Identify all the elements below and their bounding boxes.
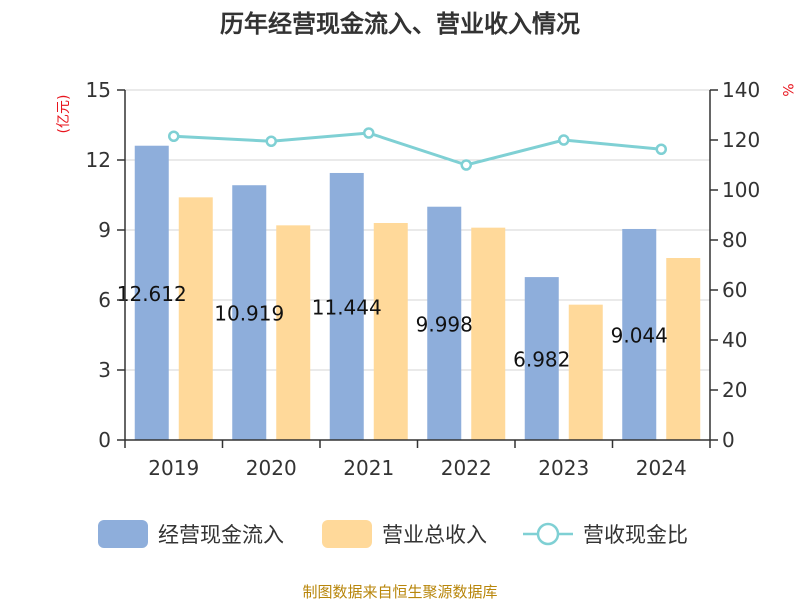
bar <box>427 206 462 440</box>
ratio-point <box>558 134 570 146</box>
y-right-tick-label: 100 <box>722 178 760 202</box>
y-right-tick-label: 120 <box>722 128 760 152</box>
y-left-tick-label: 0 <box>98 428 111 452</box>
y-right-tick-label: 40 <box>722 328 747 352</box>
legend: 经营现金流入 营业总收入 营收现金比 <box>98 520 688 548</box>
bar <box>568 304 603 440</box>
bar <box>178 197 213 440</box>
y-left-tick-label: 9 <box>98 218 111 242</box>
data-label: 6.982 <box>513 348 570 372</box>
legend-label: 经营现金流入 <box>158 523 284 547</box>
ratio-point <box>363 127 375 139</box>
bar <box>373 223 408 440</box>
y-right-tick-label: 0 <box>722 428 735 452</box>
data-label: 12.612 <box>117 282 187 306</box>
x-tick-label: 2023 <box>538 456 589 480</box>
x-tick-label: 2020 <box>246 456 297 480</box>
legend-label: 营收现金比 <box>583 523 688 547</box>
data-label: 9.044 <box>611 323 668 347</box>
source-note: 制图数据来自恒生聚源数据库 <box>302 583 497 600</box>
ratio-line <box>168 127 667 171</box>
data-label: 9.998 <box>416 312 473 336</box>
bar <box>134 145 169 440</box>
ratio-point <box>460 159 472 171</box>
bar <box>471 227 506 440</box>
ratio-point <box>655 143 667 155</box>
y-left-tick-label: 6 <box>98 288 111 312</box>
legend-swatch <box>98 520 148 548</box>
data-label: 10.919 <box>214 302 284 326</box>
y-right-tick-label: 140 <box>722 78 760 102</box>
y-left-axis-label: (亿元) <box>56 95 72 134</box>
x-tick-label: 2024 <box>636 456 687 480</box>
chart-title: 历年经营现金流入、营业收入情况 <box>220 10 580 38</box>
bar <box>524 277 559 440</box>
y-right-tick-label: 20 <box>722 378 747 402</box>
ratio-point <box>168 130 180 142</box>
x-tick-label: 2019 <box>148 456 199 480</box>
legend-marker <box>536 522 560 546</box>
data-labels: 12.612 10.919 11.444 9.998 6.982 9.044 <box>117 282 668 372</box>
bars <box>134 145 701 440</box>
y-left-tick-label: 12 <box>86 148 111 172</box>
data-label: 11.444 <box>312 295 382 319</box>
x-tick-label: 2021 <box>343 456 394 480</box>
y-right-tick-label: 80 <box>722 228 747 252</box>
y-left-tick-label: 15 <box>86 78 111 102</box>
legend-swatch <box>322 520 372 548</box>
bar <box>276 225 311 440</box>
y-right-axis-label: % <box>779 83 795 96</box>
ratio-line-path <box>173 131 662 167</box>
x-tick-label: 2022 <box>441 456 492 480</box>
bar <box>232 185 267 440</box>
y-right-tick-label: 60 <box>722 278 747 302</box>
bar <box>329 172 364 440</box>
ratio-point <box>265 135 277 147</box>
y-left-tick-label: 3 <box>98 358 111 382</box>
axes: 0 3 6 9 12 15 0 20 40 60 80 100 120 140 2019 2020 2021 20… <box>86 78 761 480</box>
legend-label: 营业总收入 <box>382 523 487 547</box>
bar <box>622 228 657 440</box>
bar <box>666 258 701 440</box>
